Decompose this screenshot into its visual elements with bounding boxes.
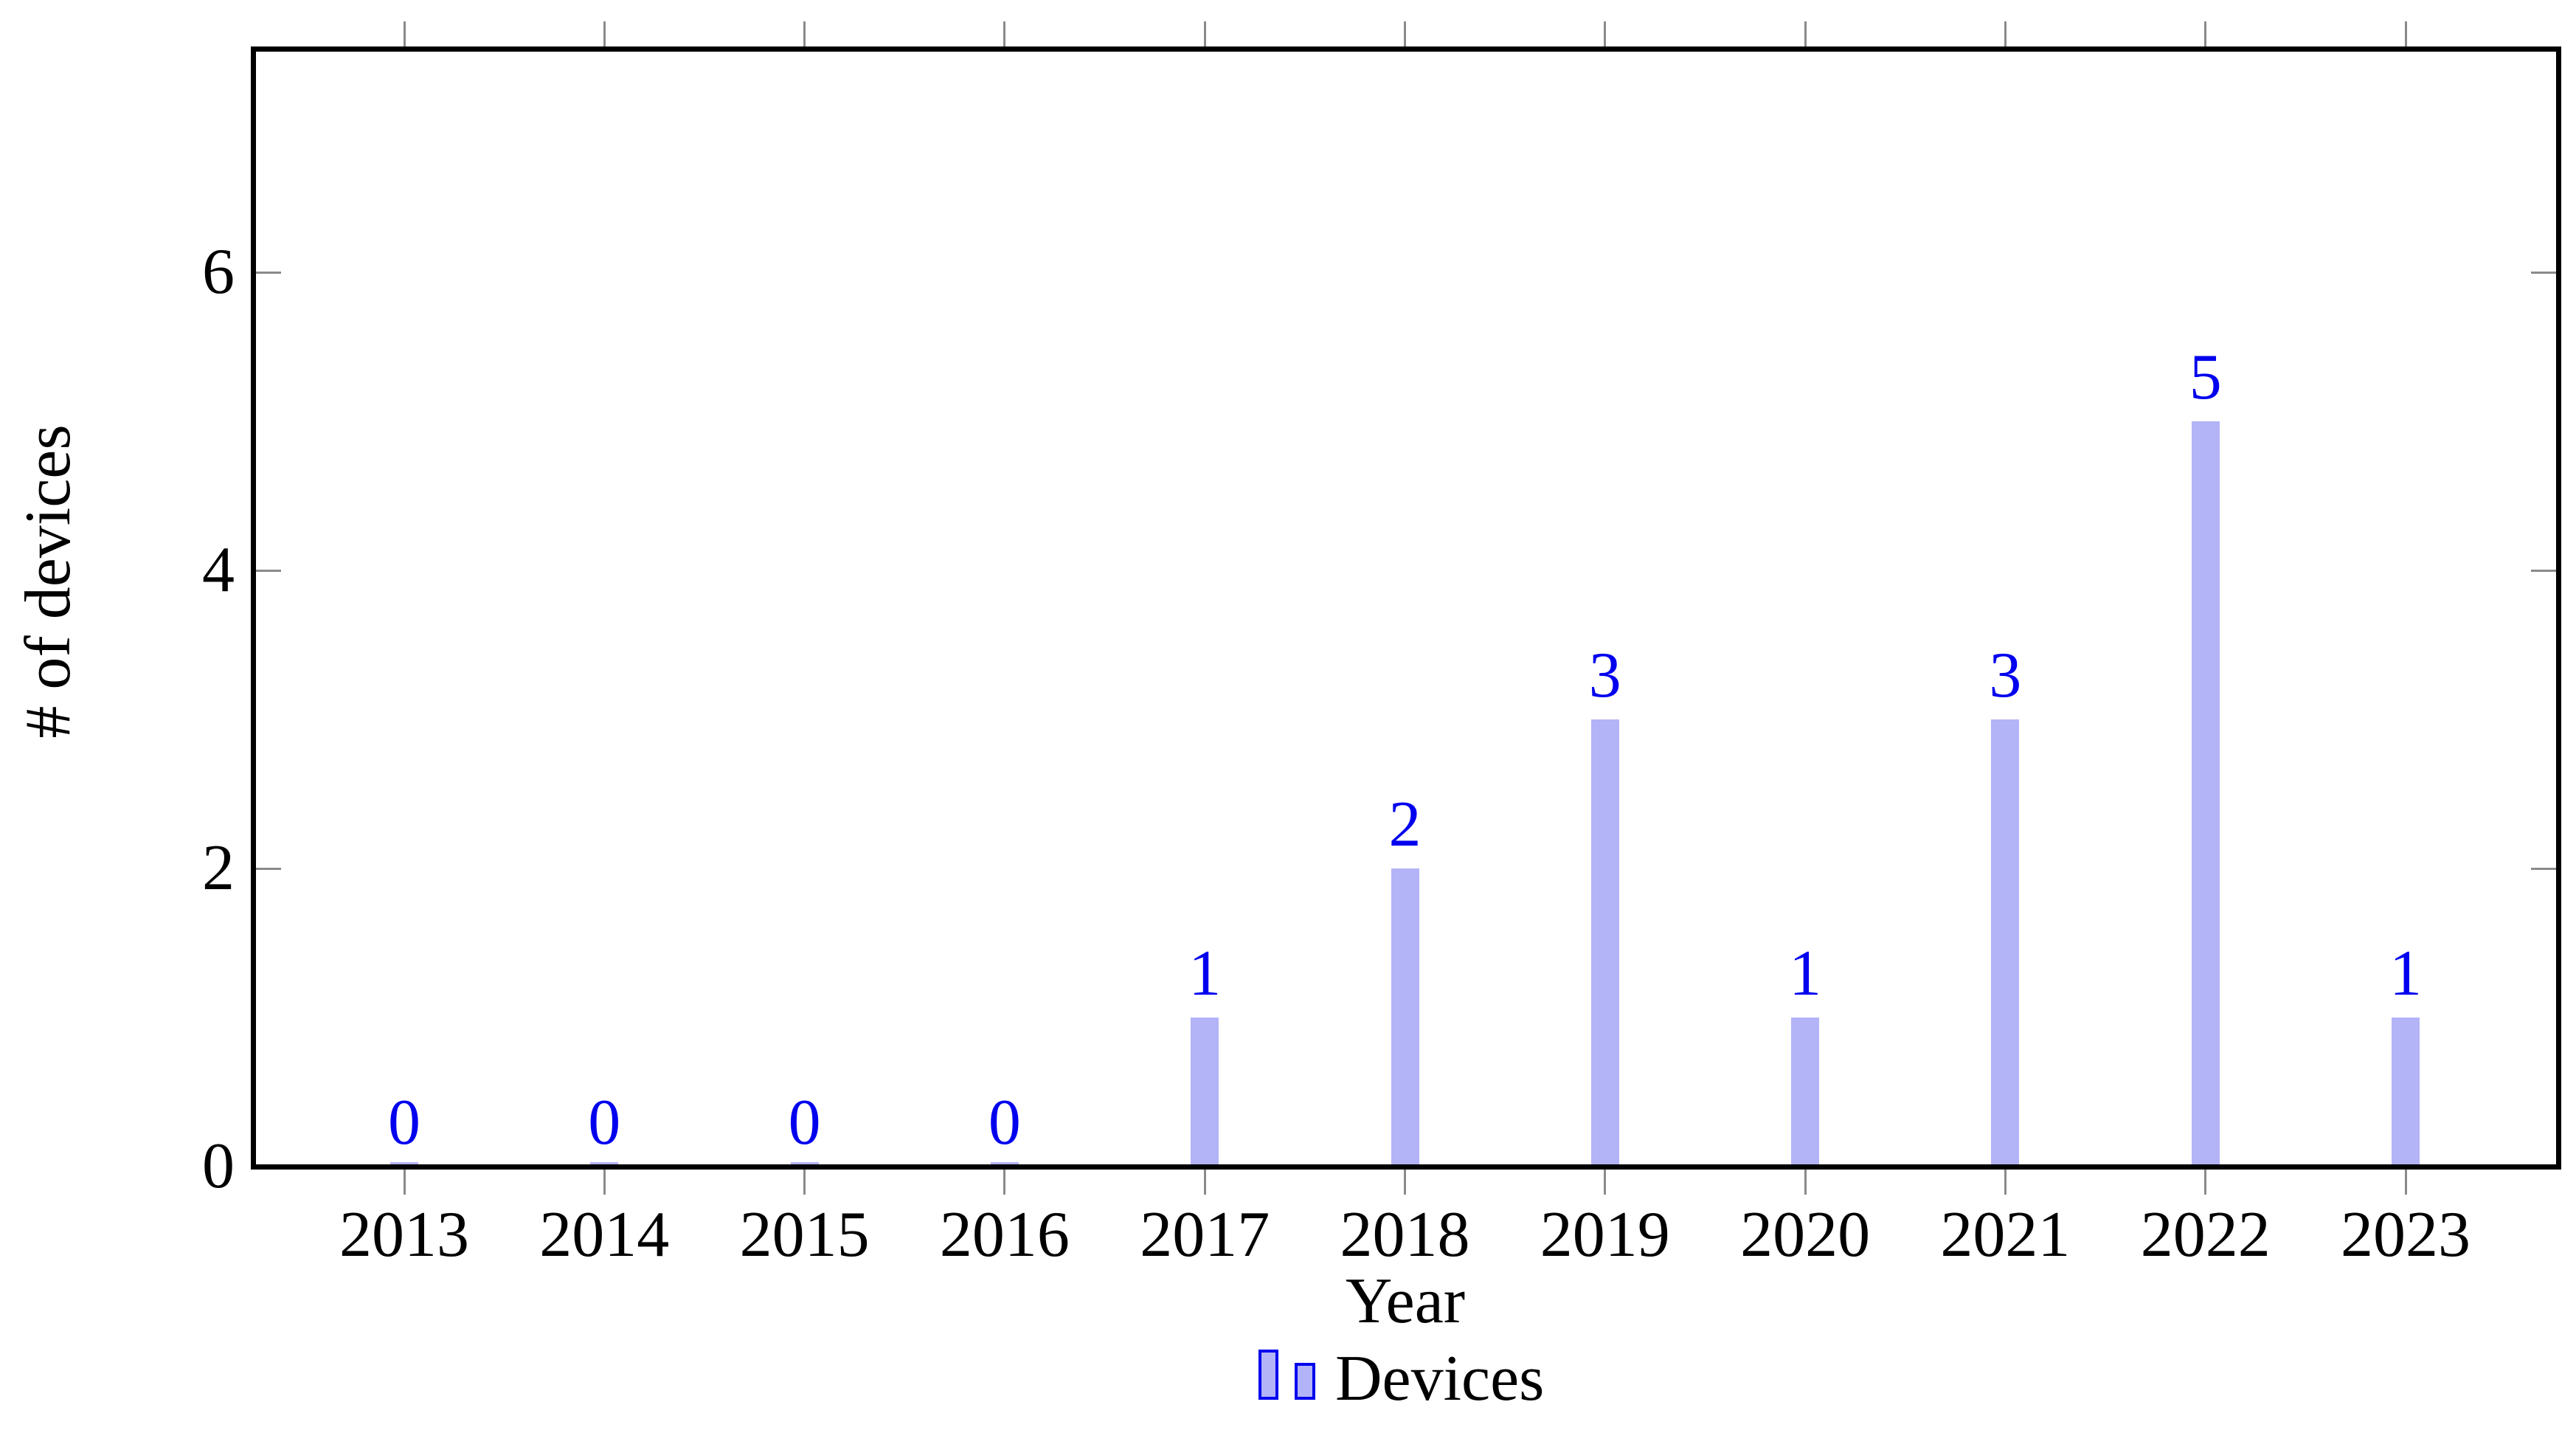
x-tick-bottom [403, 1169, 406, 1195]
x-tick-label-2022: 2022 [2140, 1199, 2271, 1271]
bar-2014 [590, 1161, 619, 1164]
bar-2018 [1391, 868, 1419, 1164]
y-tick-right [2530, 867, 2556, 870]
x-tick-top [2004, 21, 2007, 46]
x-tick-bottom [603, 1169, 606, 1195]
bar-2021 [1991, 719, 2020, 1164]
value-label-2022: 5 [2189, 342, 2222, 413]
x-tick-bottom [2404, 1169, 2407, 1195]
bar-2013 [390, 1161, 418, 1164]
x-tick-bottom [803, 1169, 806, 1195]
x-tick-top [1203, 21, 1206, 46]
x-tick-bottom [1003, 1169, 1006, 1195]
x-tick-bottom [1604, 1169, 1607, 1195]
legend-series-label: Devices [1335, 1343, 1545, 1415]
bar-2022 [2191, 421, 2220, 1164]
x-tick-top [2204, 21, 2207, 46]
x-tick-label-2015: 2015 [739, 1199, 870, 1271]
bar-2017 [1191, 1018, 1219, 1164]
x-tick-label-2020: 2020 [1740, 1199, 1871, 1271]
y-tick-label-6: 6 [202, 236, 235, 308]
x-tick-bottom [1804, 1169, 1807, 1195]
value-label-2018: 2 [1388, 789, 1422, 860]
x-tick-label-2019: 2019 [1540, 1199, 1670, 1271]
y-tick-left [255, 271, 281, 274]
x-tick-top [1003, 21, 1006, 46]
x-tick-label-2013: 2013 [339, 1199, 469, 1271]
x-axis-title: Year [1345, 1265, 1466, 1337]
y-tick-label-0: 0 [202, 1130, 235, 1202]
x-tick-top [603, 21, 606, 46]
y-tick-label-2: 2 [202, 832, 235, 904]
x-tick-top [1404, 21, 1406, 46]
bar-2023 [2392, 1018, 2420, 1164]
x-tick-label-2014: 2014 [539, 1199, 670, 1271]
value-label-2019: 3 [1588, 640, 1621, 711]
x-tick-top [1804, 21, 1807, 46]
y-tick-label-4: 4 [202, 534, 235, 606]
y-tick-right [2530, 271, 2556, 274]
x-tick-bottom [1203, 1169, 1206, 1195]
bar-2020 [1791, 1018, 1820, 1164]
y-axis-title: # of devices [13, 424, 84, 739]
x-tick-bottom [2204, 1169, 2207, 1195]
value-label-2023: 1 [2389, 938, 2422, 1009]
x-tick-label-2021: 2021 [1940, 1199, 2071, 1271]
y-tick-right [2530, 569, 2556, 572]
x-tick-label-2016: 2016 [939, 1199, 1070, 1271]
value-label-2014: 0 [588, 1087, 621, 1158]
value-label-2016: 0 [988, 1087, 1021, 1158]
x-tick-top [2404, 21, 2407, 46]
plot-area [250, 46, 2561, 1170]
bar-2016 [990, 1161, 1019, 1164]
bar-2019 [1590, 719, 1619, 1164]
bar-2015 [790, 1161, 819, 1164]
value-label-2020: 1 [1789, 938, 1822, 1009]
value-label-2013: 0 [388, 1087, 420, 1158]
y-tick-left [255, 569, 281, 572]
y-tick-left [255, 867, 281, 870]
x-tick-bottom [2004, 1169, 2007, 1195]
x-tick-top [403, 21, 406, 46]
x-tick-label-2017: 2017 [1140, 1199, 1270, 1271]
legend-bar-marker-icon [1295, 1363, 1315, 1400]
x-tick-label-2018: 2018 [1340, 1199, 1470, 1271]
value-label-2015: 0 [788, 1087, 821, 1158]
x-tick-bottom [1404, 1169, 1406, 1195]
x-tick-label-2023: 2023 [2341, 1199, 2471, 1271]
x-tick-top [803, 21, 806, 46]
x-tick-top [1604, 21, 1607, 46]
value-label-2021: 3 [1989, 640, 2022, 711]
value-label-2017: 1 [1188, 938, 1222, 1009]
legend-bar-marker-icon [1258, 1350, 1278, 1400]
